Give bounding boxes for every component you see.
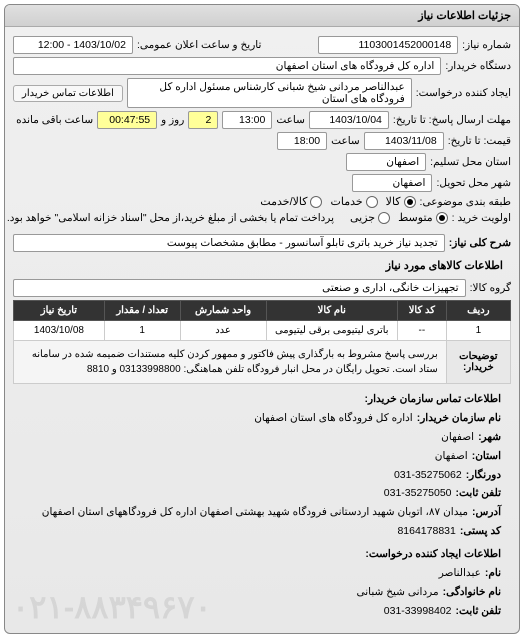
radio-mid-label: متوسط (398, 211, 433, 224)
subject-label: شرح کلی نیاز: (449, 237, 511, 249)
location-label: استان محل تسلیم: (430, 156, 511, 168)
request-no: 1103001452000148 (318, 36, 458, 54)
radio-mid[interactable]: متوسط (398, 211, 448, 224)
deadline-label: مهلت ارسال پاسخ: تا تاریخ: (393, 114, 511, 126)
col-date: تاریخ نیاز (14, 301, 105, 321)
col-name: نام کالا (266, 301, 397, 321)
fax-label: دورنگار: (466, 466, 501, 485)
table-row: 1 -- باتری لیتیومی برقی لیتیومی عدد 1 14… (14, 321, 511, 341)
phone2-label: تلفن ثابت: (456, 602, 501, 621)
buyer-field: اداره کل فرودگاه های استان اصفهان (13, 57, 441, 75)
announce-date-label: تاریخ و ساعت اعلان عمومی: (137, 39, 261, 51)
radio-both-label: کالا/خدمت (260, 195, 307, 208)
postal: 8164178831 (397, 522, 455, 541)
priority-label: اولویت خرید : (452, 212, 511, 224)
goods-table: ردیف کد کالا نام کالا واحد شمارش تعداد /… (13, 300, 511, 384)
city-label: شهر محل تحویل: (436, 177, 511, 189)
goods-title: اطلاعات کالاهای مورد نیاز (13, 255, 511, 276)
radio-kala-label: کالا (386, 195, 401, 208)
name-label: نام: (485, 564, 501, 583)
phone: 031-35275050 (384, 484, 452, 503)
postal-label: کد پستی: (460, 522, 501, 541)
col-code: کد کالا (398, 301, 447, 321)
radio-icon (366, 196, 378, 208)
contact-city: اصفهان (441, 428, 474, 447)
buyer-label: دستگاه خریدار: (445, 60, 511, 72)
price-date: 1403/11/08 (364, 132, 444, 150)
panel-title: جزئیات اطلاعات نیاز (5, 5, 519, 27)
group-label: گروه کالا: (470, 282, 511, 294)
location-field: اصفهان (346, 153, 426, 171)
creator-contact-title: اطلاعات ایجاد کننده درخواست: (23, 545, 501, 564)
time-remaining: 00:47:55 (97, 111, 157, 129)
time-label-1: ساعت (276, 114, 305, 126)
address-label: آدرس: (472, 503, 501, 522)
desc-label: توضیحات خریدار: (446, 341, 510, 384)
radio-icon (378, 212, 390, 224)
days-remaining: 2 (188, 111, 218, 129)
price-time: 18:00 (277, 132, 327, 150)
radio-partial[interactable]: جزیی (350, 211, 390, 224)
phone-label: تلفن ثابت: (456, 484, 501, 503)
subject-text: تجدید نیاز خرید باتری تابلو آسانسور - مط… (13, 234, 445, 252)
contact-name: عبدالناصر (439, 564, 481, 583)
radio-icon (436, 212, 448, 224)
fax: 031-35275062 (394, 466, 462, 485)
price-label: قیمت: تا تاریخ: (448, 135, 511, 147)
deadline-date: 1403/10/04 (309, 111, 389, 129)
cell-unit: عدد (180, 321, 266, 341)
creator-label: ایجاد کننده درخواست: (416, 87, 511, 99)
org-value: اداره کل فرودگاه های استان اصفهان (254, 409, 413, 428)
radio-icon (404, 196, 416, 208)
buyer-contact-button[interactable]: اطلاعات تماس خریدار (13, 85, 123, 102)
province: اصفهان (435, 447, 468, 466)
address: میدان ۸۷، اتوبان شهید اردستانی فرودگاه ش… (42, 503, 468, 522)
radio-partial-label: جزیی (350, 211, 375, 224)
contact-family: مردانی شیخ شبانی (356, 583, 438, 602)
cell-code: -- (398, 321, 447, 341)
time-label-2: ساعت (331, 135, 360, 147)
contact-city-label: شهر: (478, 428, 501, 447)
city-field: اصفهان (352, 174, 432, 192)
contact-phone2: 031-33998402 (384, 602, 452, 621)
radio-both[interactable]: کالا/خدمت (260, 195, 322, 208)
desc-cell: بررسی پاسخ مشروط به بارگذاری پیش فاکتور … (14, 341, 447, 384)
family-label: نام خانوادگی: (443, 583, 501, 602)
request-no-label: شماره نیاز: (462, 39, 511, 51)
subject-type-label: طبقه بندی موضوعی: (420, 196, 511, 208)
group-field: تجهیزات خانگی، اداری و صنعتی (13, 279, 466, 297)
remaining-label: ساعت باقی مانده (16, 114, 93, 126)
radio-icon (310, 196, 322, 208)
cell-name: باتری لیتیومی برقی لیتیومی (266, 321, 397, 341)
cell-row: 1 (446, 321, 510, 341)
province-label: استان: (472, 447, 501, 466)
org-label: نام سازمان خریدار: (417, 409, 501, 428)
col-unit: واحد شمارش (180, 301, 266, 321)
col-row: ردیف (446, 301, 510, 321)
contact-title: اطلاعات تماس سازمان خریدار: (23, 390, 501, 409)
payment-note: پرداخت تمام یا بخشی از مبلغ خرید،از محل … (7, 212, 334, 224)
announce-date: 1403/10/02 - 12:00 (13, 36, 133, 54)
radio-kala[interactable]: کالا (386, 195, 416, 208)
radio-khadamat[interactable]: خدمات (330, 195, 377, 208)
cell-qty: 1 (104, 321, 180, 341)
radio-khadamat-label: خدمات (330, 195, 362, 208)
days-label: روز و (161, 114, 184, 126)
deadline-time: 13:00 (222, 111, 272, 129)
creator-field: عبدالناصر مردانی شیخ شبانی کارشناس مسئول… (127, 78, 412, 108)
col-qty: تعداد / مقدار (104, 301, 180, 321)
cell-date: 1403/10/08 (14, 321, 105, 341)
